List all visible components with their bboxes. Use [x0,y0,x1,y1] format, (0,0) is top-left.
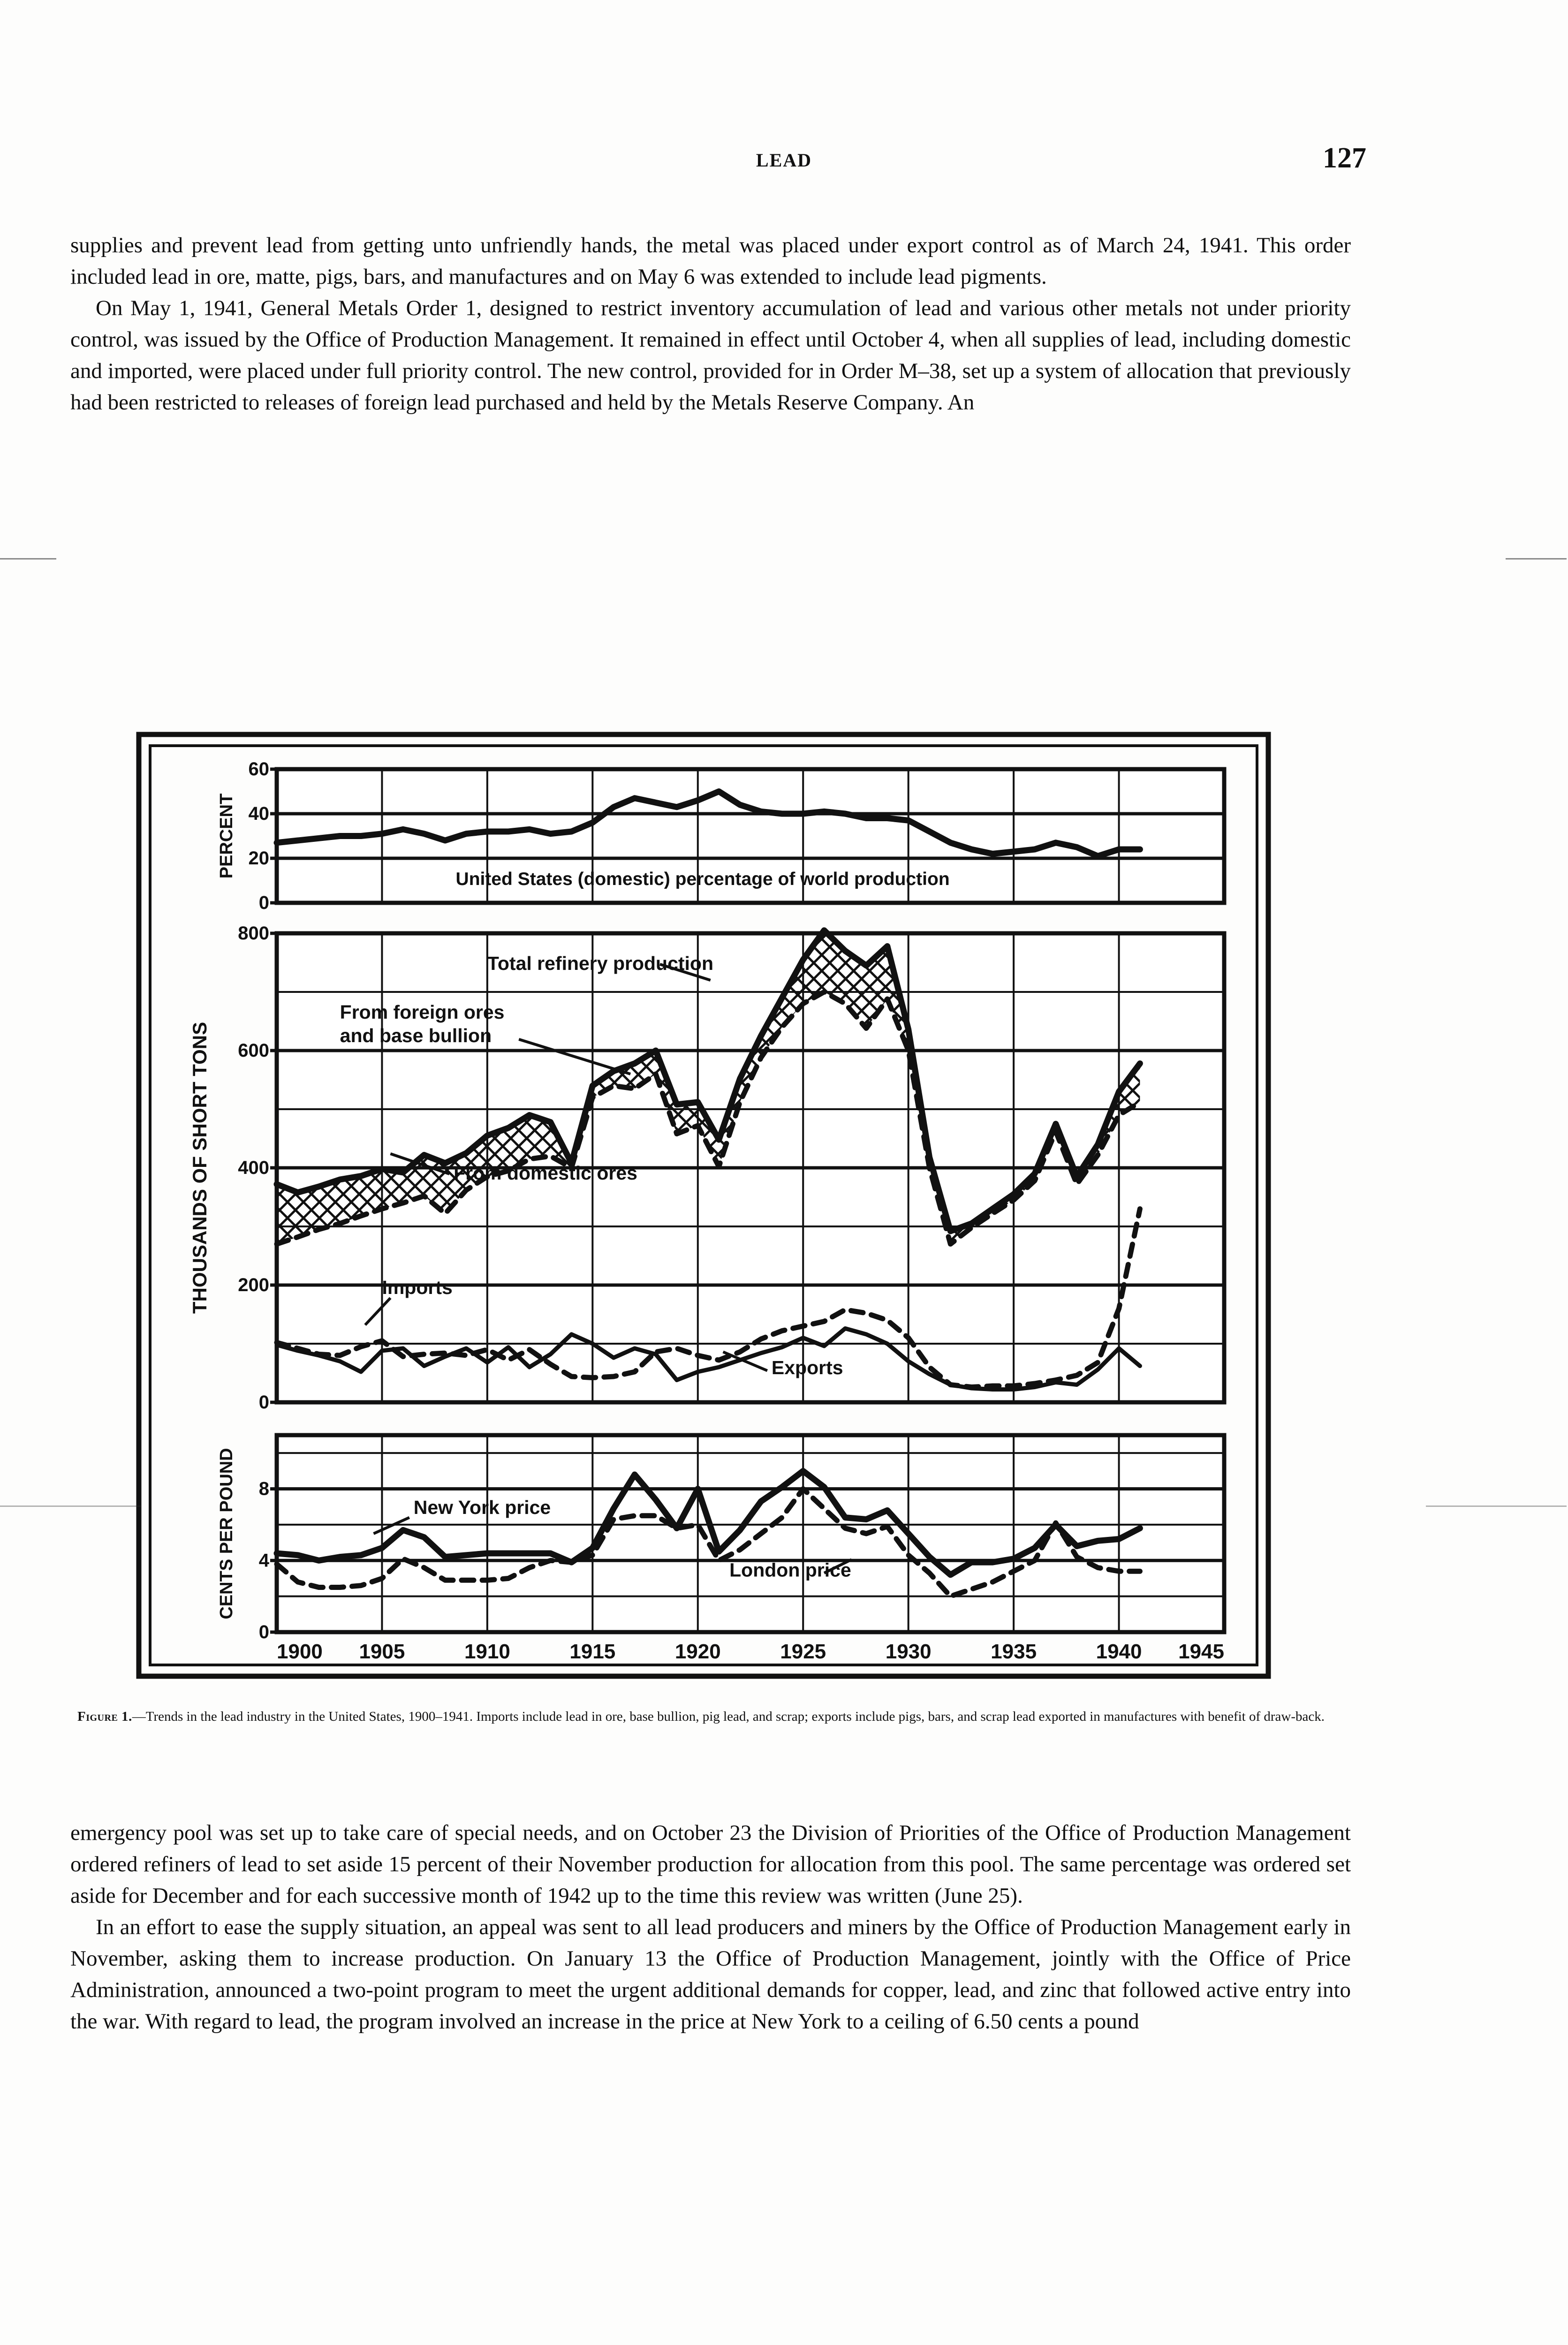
leader-line [373,1516,410,1535]
annotation-from-domestic-ores: From domestic ores [454,1162,637,1184]
y-axis-tick-label: 0 [259,1392,269,1413]
annotation-from-foreign-ores: From foreign ores [340,1001,505,1023]
panel-border [274,1433,1227,1634]
body-text-lower: emergency pool was set up to take care o… [70,1817,1351,2037]
y-axis-tick-label: 400 [238,1157,269,1178]
leader-line [659,963,711,982]
figure-inner-border [149,744,1258,1666]
x-axis-tick-label: 1940 [1096,1640,1142,1663]
paragraph: supplies and prevent lead from getting u… [70,233,1351,289]
x-axis-tick-label: 1905 [359,1640,405,1663]
series-line [273,927,1143,1234]
figure-caption: Figure 1.—Trends in the lead industry in… [77,1707,1344,1726]
paragraph: On May 1, 1941, General Metals Order 1, … [70,296,1351,415]
scan-artifact [1506,558,1567,560]
series-line [273,788,1143,859]
foreign-ore-band [277,930,1140,1244]
page-number: 127 [1323,142,1366,174]
paragraph: emergency pool was set up to take care o… [70,1821,1351,1908]
leader-line [518,1038,631,1075]
x-axis-tick-label: 1930 [886,1640,932,1663]
annotation-imports: Imports [382,1277,452,1298]
y-axis-tick-label: 200 [238,1275,269,1295]
annotation-us-percentage: United States (domestic) percentage of w… [456,869,950,889]
y-axis-tick-label: 60 [249,759,270,779]
chart-panel-percent: 0 20 40 60 PERCENT United States (domestic) p… [217,759,1227,913]
series-line [274,1206,1143,1390]
annotation-exports: Exports [772,1357,843,1378]
y-axis-title: PERCENT [217,794,236,879]
y-axis-tick-label: 4 [259,1550,270,1571]
y-axis-tick-label: 8 [259,1479,269,1499]
leader-line [823,1558,852,1574]
figure-caption-label: Figure 1. [77,1709,132,1724]
leader-line [364,1297,392,1326]
annotation-from-base-bullion: and base bullion [340,1025,492,1046]
y-axis-tick-label: 0 [259,893,269,913]
series-line [274,1326,1142,1392]
running-head-title: LEAD [756,150,812,171]
x-axis-tick-label: 1925 [780,1640,826,1663]
scan-artifact [0,558,56,560]
annotation-new-york-price: New York price [414,1497,551,1518]
scan-artifact [1426,1505,1567,1507]
x-axis-tick-label: 1915 [569,1640,615,1663]
series-line [273,1468,1143,1578]
figure-outer-border [136,732,1271,1679]
body-text-upper: supplies and prevent lead from getting u… [70,230,1351,418]
leader-line [390,1152,450,1175]
x-axis-tick-label: 1900 [277,1640,323,1663]
series-line [274,1486,1143,1599]
y-axis-tick-label: 600 [238,1040,269,1061]
panel-border [274,931,1227,1405]
figure-1: 0 20 40 60 PERCENT United States (domestic) p… [136,732,1271,1679]
x-axis-tick-label: 1935 [991,1640,1037,1663]
x-axis-tick-label: 1910 [464,1640,510,1663]
figure-caption-text: —Trends in the lead industry in the Unit… [132,1709,1325,1724]
y-axis-tick-label: 20 [249,848,270,869]
x-axis-tick-label: 1945 [1178,1640,1224,1663]
y-axis-tick-label: 40 [249,803,270,824]
leader-line [722,1350,768,1372]
y-axis-tick-label: 800 [238,923,269,944]
y-axis-tick-label: 0 [259,1622,269,1642]
y-axis-title: THOUSANDS OF SHORT TONS [189,1022,211,1314]
x-axis-tick-label: 1920 [675,1640,721,1663]
scan-artifact [0,1505,141,1507]
y-axis-title: CENTS PER POUND [217,1448,236,1619]
series-line [274,989,1143,1247]
running-head: LEAD 127 [0,142,1568,182]
panel-border [274,767,1227,905]
paragraph: In an effort to ease the supply situatio… [70,1915,1351,2034]
